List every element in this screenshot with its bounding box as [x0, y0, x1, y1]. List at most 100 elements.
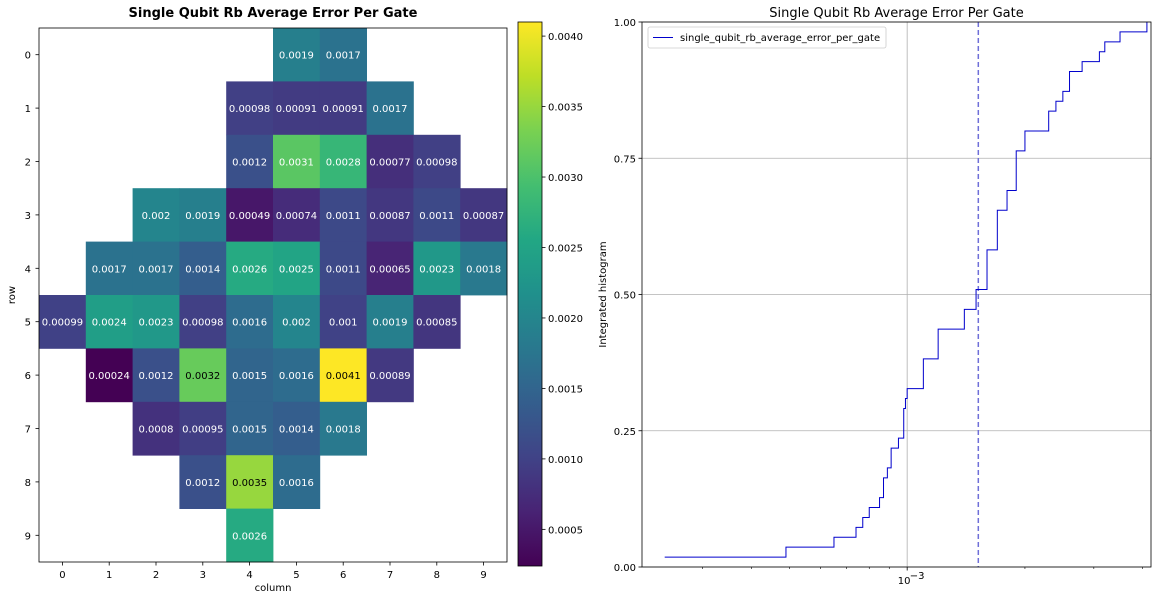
- colorbar-gradient: [517, 21, 543, 567]
- heatmap-cell-label: 0.0018: [466, 264, 501, 275]
- heatmap-cell: [366, 134, 414, 189]
- heatmap-y-tick-label: 9: [25, 531, 31, 542]
- heatmap-y-tick-label: 8: [25, 478, 31, 489]
- heatmap-x-tick-label: 3: [200, 570, 206, 581]
- cdf-y-tick-label: 1.00: [614, 18, 636, 29]
- cdf-series-line: [664, 22, 1148, 558]
- heatmap-cell: [319, 28, 367, 82]
- heatmap-cell-label: 0.00065: [369, 264, 410, 275]
- heatmap-cell: [85, 241, 133, 296]
- cdf-grid: [642, 21, 1151, 568]
- heatmap-y-tick-label: 3: [25, 211, 31, 222]
- heatmap-y-tick-label: 4: [25, 264, 31, 275]
- heatmap-cell-label: 0.0011: [419, 211, 454, 222]
- heatmap-cell-label: 0.002: [282, 318, 311, 329]
- heatmap-x-tick-label: 4: [246, 570, 252, 581]
- heatmap-cell: [319, 295, 367, 349]
- heatmap-cell-label: 0.002: [142, 211, 171, 222]
- heatmap-cell-label: 0.0012: [185, 478, 220, 489]
- heatmap-cell: [366, 188, 414, 242]
- heatmap-y-axis-label: row: [7, 286, 18, 304]
- heatmap-x-tick-label: 8: [434, 570, 440, 581]
- heatmap-cells: 0.0019 0.0017 0.00098 0.00091 0.00091 0.0017 0…: [39, 28, 508, 563]
- heatmap-cell-label: 0.0035: [232, 478, 267, 489]
- heatmap-cell-label: 0.0019: [185, 211, 220, 222]
- heatmap-cell: [226, 508, 274, 563]
- heatmap-cell-label: 0.00085: [416, 318, 457, 329]
- colorbar-tick-label: 0.0015: [548, 384, 583, 395]
- heatmap-cell: [226, 455, 274, 509]
- heatmap-x-tick-label: 2: [153, 570, 159, 581]
- heatmap-y-tick-label: 7: [25, 425, 31, 436]
- heatmap-cell-label: 0.0011: [326, 264, 361, 275]
- heatmap-cell-label: 0.0012: [139, 371, 174, 382]
- heatmap-cell: [319, 241, 367, 296]
- heatmap-cell: [273, 81, 321, 136]
- heatmap-cell-label: 0.00099: [42, 318, 83, 329]
- cdf-x-tick-exponent: −3: [910, 571, 925, 582]
- heatmap-cell-label: 0.0023: [139, 318, 174, 329]
- heatmap-cell: [460, 241, 508, 296]
- heatmap-frame: [38, 27, 508, 563]
- heatmap-cell: [226, 188, 274, 242]
- heatmap-cell: [179, 241, 227, 296]
- legend-box: [647, 26, 887, 49]
- legend-label: single_qubit_rb_average_error_per_gate: [680, 33, 880, 44]
- cdf-y-tick-label: 0.75: [614, 154, 636, 165]
- heatmap-cell: [226, 401, 274, 456]
- heatmap-title: Single Qubit Rb Average Error Per Gate: [129, 6, 418, 21]
- heatmap-cell-label: 0.0017: [92, 264, 127, 275]
- heatmap-cell-label: 0.0031: [279, 158, 314, 169]
- cdf-x-tick-label: 10: [898, 576, 911, 587]
- heatmap-cell: [273, 28, 321, 82]
- heatmap-cell-label: 0.0008: [139, 425, 174, 436]
- heatmap-cell: [273, 134, 321, 189]
- heatmap-cell: [273, 188, 321, 242]
- heatmap-cell-label: 0.0017: [139, 264, 174, 275]
- heatmap-x-axis-label: column: [255, 583, 292, 594]
- heatmap-cell-label: 0.00077: [369, 158, 410, 169]
- heatmap-y-tick-label: 5: [25, 318, 31, 329]
- heatmap-x-tick-label: 1: [106, 570, 112, 581]
- cdf-title: Single Qubit Rb Average Error Per Gate: [769, 6, 1023, 21]
- heatmap-y-tick-label: 6: [25, 371, 31, 382]
- heatmap-cell: [226, 295, 274, 349]
- heatmap-cell: [132, 401, 180, 456]
- heatmap-cell: [179, 455, 227, 509]
- heatmap-cell: [366, 295, 414, 349]
- heatmap-cell: [319, 401, 367, 456]
- heatmap-cell-label: 0.00024: [89, 371, 130, 382]
- heatmap-cell: [366, 348, 414, 403]
- heatmap-cell: [273, 455, 321, 509]
- heatmap-cell-label: 0.0014: [279, 425, 314, 436]
- heatmap-cell: [132, 241, 180, 296]
- heatmap-x-tick-label: 7: [387, 570, 393, 581]
- colorbar-tick-label: 0.0035: [548, 103, 583, 114]
- heatmap-x-tick-label: 0: [59, 570, 65, 581]
- cdf-y-tick-label: 0.50: [614, 291, 636, 302]
- heatmap-cell-label: 0.0018: [326, 425, 361, 436]
- heatmap-cell-label: 0.0011: [326, 211, 361, 222]
- cdf-panel: Single Qubit Rb Average Error Per Gate 0…: [598, 6, 1152, 587]
- heatmap-cell: [226, 134, 274, 189]
- heatmap-cell: [319, 81, 367, 136]
- heatmap-cell: [179, 295, 227, 349]
- colorbar-tick-label: 0.0030: [548, 173, 583, 184]
- heatmap-cell-label: 0.0019: [373, 318, 408, 329]
- heatmap-cell-label: 0.00087: [463, 211, 504, 222]
- heatmap-y-ticks: 0 1 2 3 4 5 6 7 8 9: [25, 51, 39, 542]
- heatmap-cell: [179, 188, 227, 242]
- heatmap-cell: [460, 188, 508, 242]
- heatmap-cell: [39, 295, 87, 349]
- cdf-legend: single_qubit_rb_average_error_per_gate: [647, 26, 887, 49]
- heatmap-cell: [273, 241, 321, 296]
- heatmap-cell: [366, 81, 414, 136]
- heatmap-x-tick-label: 6: [340, 570, 346, 581]
- heatmap-cell-label: 0.0041: [326, 371, 361, 382]
- heatmap-cell-label: 0.0032: [185, 371, 220, 382]
- heatmap-cell: [319, 134, 367, 189]
- heatmap-x-tick-label: 9: [480, 570, 486, 581]
- cdf-y-ticks: 0.00 0.25 0.50 0.75 1.00: [614, 18, 642, 574]
- colorbar-tick-label: 0.0025: [548, 243, 583, 254]
- heatmap-cell-label: 0.00091: [323, 104, 364, 115]
